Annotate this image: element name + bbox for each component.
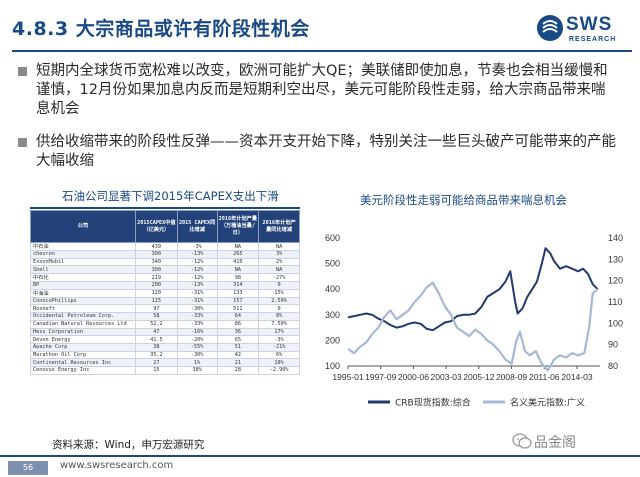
y-left-tick-label: 300: [325, 310, 340, 320]
value-cell: -3%: [176, 242, 218, 251]
table-row: 中石油 439 -3% NA NA: [30, 242, 300, 251]
page-number: 56: [8, 461, 48, 475]
sws-logo-icon: [537, 15, 563, 41]
company-cell: 中石油: [30, 242, 136, 251]
table-row: 中石化 219 -12% 98 -27%: [30, 273, 300, 283]
page-title: 4.8.3 大宗商品或许有阶段性机会: [12, 18, 310, 40]
company-cell: Cenovus Energy Inc: [30, 365, 136, 375]
y-right-tick-label: 80: [608, 361, 618, 371]
col-header-company: 公司: [30, 210, 136, 243]
value-cell: 15%: [258, 288, 300, 298]
table-row: Hess Corporation 47 -16% 36 17%: [30, 327, 300, 337]
table-row: Apache Corp 38 -55% 51 -21%: [30, 342, 300, 352]
value-cell: -12%: [176, 273, 218, 283]
legend-label-usd: 名义美元指数:广义: [510, 397, 585, 409]
x-tick-label: 2008-09: [496, 372, 527, 382]
table-row: 中海油 120 -31% 133 15%: [30, 288, 300, 298]
sws-logo: SWS RESEARCH: [536, 12, 632, 48]
x-tick-label: 2014-03: [561, 372, 592, 382]
footer-url[interactable]: www.swsresearch.com: [60, 460, 174, 471]
value-cell: NA: [258, 242, 300, 251]
col-header-capex-change: 2015 CAPEX同比增减: [176, 210, 218, 243]
logo-subtext: RESEARCH: [569, 36, 617, 43]
usd-crb-chart: 100 200 300 400 500 600 80 90 100 110 120 130 140 199…: [325, 233, 623, 409]
x-tick-label: 2000-06: [398, 372, 429, 382]
table-row: Marathon Oil Corp 35.2 -30% 42 6%: [30, 350, 300, 360]
logo-text: SWS: [566, 14, 613, 35]
table-title-divider: [30, 207, 300, 209]
table-row: ConocoPhillips 115 -31% 157 2.50%: [30, 296, 300, 306]
company-cell: 中海油: [30, 288, 136, 298]
y-right-tick-label: 130: [608, 254, 623, 264]
y-left-tick-label: 600: [325, 233, 340, 243]
x-tick-label: 2003-03: [431, 372, 462, 382]
legend-label-crb: CRB现货指数:综合: [395, 397, 471, 409]
watermark-text: 品金阁: [534, 435, 576, 451]
bullet-supply-contraction: 供给收缩带来的阶段性反弹——资本开支开始下降，特别关注一些巨头破产可能带来的产能…: [18, 134, 616, 169]
y-right-tick-label: 90: [608, 340, 618, 350]
y-right-tick-label: 110: [608, 297, 622, 307]
y-right-tick-label: 120: [608, 276, 623, 286]
footer-divider: [0, 455, 640, 457]
value-cell: 439: [134, 242, 178, 251]
bullet-monetary-policy: 短期内全球货币宽松难以改变，欧洲可能扩大QE；美联储即使加息，节奏也会相当缓慢和…: [18, 62, 616, 119]
x-tick-label: 1995-01: [332, 372, 363, 382]
value-cell: 38%: [176, 365, 218, 375]
value-cell: -2.90%: [258, 365, 300, 375]
col-header-output-change: 2016年计划产量同比增减: [258, 210, 300, 243]
series-line-usd: [347, 281, 599, 372]
company-cell: 中石化: [30, 273, 136, 283]
series-line-crb: [347, 247, 599, 332]
table-row: Continental Resources Inc 27 1% 21 18%: [30, 358, 300, 367]
value-cell: 120: [134, 288, 178, 298]
table-header-row: 公司 2015CAPEX中值（亿美元） 2015 CAPEX同比增减 2016年…: [30, 210, 300, 243]
chart-title: 美元阶段性走弱可能给商品带来喘息机会: [360, 193, 567, 207]
capex-table: 公司 2015CAPEX中值（亿美元） 2015 CAPEX同比增减 2016年…: [30, 210, 300, 375]
wechat-icon: [512, 433, 532, 449]
x-tick-label: 2011-06: [529, 372, 560, 382]
table-row: Occidental Petroleum Corp. 58 -33% 64 8%: [30, 312, 300, 321]
y-left-tick-label: 400: [325, 284, 340, 294]
header-divider: [12, 50, 632, 52]
table-body: 中石油 439 -3% NA NA chevron 300 -13% 265 3% ExxonMob…: [30, 242, 300, 375]
y-right-tick-label: 140: [608, 233, 623, 243]
value-cell: -27%: [258, 273, 300, 283]
table-title: 石油公司显著下调2015年CAPEX支出下滑: [62, 189, 279, 203]
y-right-tick-label: 100: [608, 318, 623, 328]
table-row: chevron 300 -13% 265 3%: [30, 250, 300, 259]
value-cell: -31%: [176, 288, 218, 298]
y-left-tick-label: 100: [325, 361, 340, 371]
x-tick-label: 2005-12: [463, 372, 494, 382]
y-left-tick-label: 200: [325, 335, 340, 345]
source-note: 资料来源：Wind，申万宏源研究: [52, 439, 205, 451]
y-left-tick-label: 500: [325, 259, 340, 269]
x-tick-label: 1997-09: [365, 372, 396, 382]
table-row: Cenovus Energy Inc 15 38% 28 -2.90%: [30, 365, 300, 375]
col-header-capex: 2015CAPEX中值（亿美元）: [134, 210, 178, 243]
value-cell: 15: [134, 365, 178, 375]
value-cell: 219: [134, 273, 178, 283]
